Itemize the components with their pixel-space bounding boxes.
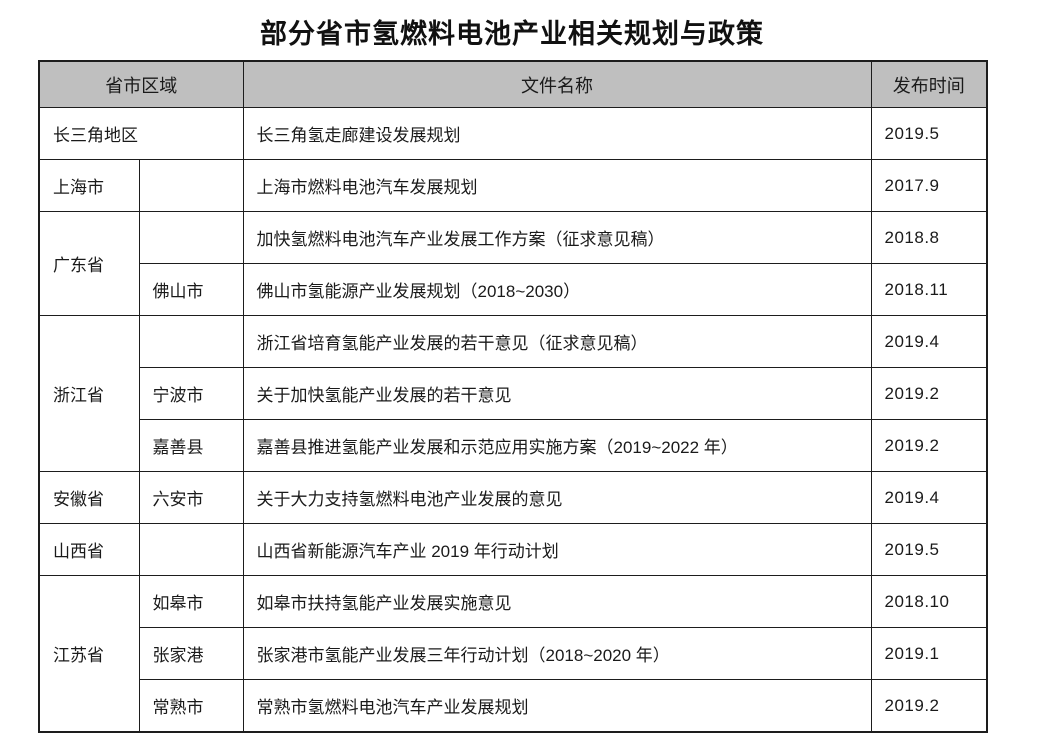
cell-city xyxy=(138,315,244,368)
cell-document: 上海市燃料电池汽车发展规划 xyxy=(242,159,872,212)
cell-province: 上海市 xyxy=(38,159,140,212)
cell-province: 安徽省 xyxy=(38,471,140,524)
header-date: 发布时间 xyxy=(870,60,988,108)
cell-date: 2019.2 xyxy=(870,367,988,420)
cell-date: 2017.9 xyxy=(870,159,988,212)
cell-document: 关于加快氢能产业发展的若干意见 xyxy=(242,367,872,420)
cell-region: 长三角地区 xyxy=(38,107,244,160)
cell-city: 常熟市 xyxy=(138,679,244,733)
cell-city: 宁波市 xyxy=(138,367,244,420)
table-row: 江苏省 如皋市 如皋市扶持氢能产业发展实施意见 2018.10 xyxy=(38,575,988,733)
table-row: 常熟市 常熟市氢燃料电池汽车产业发展规划 2019.2 xyxy=(39,679,988,733)
header-document: 文件名称 xyxy=(242,60,872,108)
cell-city: 张家港 xyxy=(138,627,244,680)
table-row: 张家港 张家港市氢能产业发展三年行动计划（2018~2020 年） 2019.1 xyxy=(39,627,988,680)
cell-city: 六安市 xyxy=(138,471,244,524)
table-row: 佛山市 佛山市氢能源产业发展规划（2018~2030） 2018.11 xyxy=(39,263,988,316)
cell-date: 2018.10 xyxy=(870,575,988,628)
cell-province: 浙江省 xyxy=(38,315,140,472)
cell-city: 佛山市 xyxy=(138,263,244,316)
cell-date: 2019.2 xyxy=(870,679,988,733)
cell-date: 2019.5 xyxy=(870,523,988,576)
cell-document: 浙江省培育氢能产业发展的若干意见（征求意见稿） xyxy=(242,315,872,368)
header-region: 省市区域 xyxy=(38,60,244,108)
cell-document: 常熟市氢燃料电池汽车产业发展规划 xyxy=(242,679,872,733)
cell-document: 山西省新能源汽车产业 2019 年行动计划 xyxy=(242,523,872,576)
cell-document: 嘉善县推进氢能产业发展和示范应用实施方案（2019~2022 年） xyxy=(242,419,872,472)
page-title: 部分省市氢燃料电池产业相关规划与政策 xyxy=(260,19,764,49)
cell-city xyxy=(138,159,244,212)
cell-city: 如皋市 xyxy=(138,575,244,628)
cell-province: 广东省 xyxy=(38,211,140,316)
cell-province: 山西省 xyxy=(38,523,140,576)
cell-city xyxy=(138,523,244,576)
table-row: 安徽省 六安市 关于大力支持氢燃料电池产业发展的意见 2019.4 xyxy=(38,471,988,524)
cell-document: 如皋市扶持氢能产业发展实施意见 xyxy=(242,575,872,628)
table-row: 上海市 上海市燃料电池汽车发展规划 2017.9 xyxy=(38,159,988,212)
table-row: 长三角地区 长三角氢走廊建设发展规划 2019.5 xyxy=(38,107,988,160)
table-row: 山西省 山西省新能源汽车产业 2019 年行动计划 2019.5 xyxy=(38,523,988,576)
cell-city xyxy=(138,211,244,264)
cell-date: 2019.4 xyxy=(870,315,988,368)
cell-date: 2019.2 xyxy=(870,419,988,472)
policy-table: 省市区域 文件名称 发布时间 长三角地区 长三角氢走廊建设发展规划 2019.5… xyxy=(38,60,988,733)
cell-date: 2019.4 xyxy=(870,471,988,524)
cell-date: 2018.8 xyxy=(870,211,988,264)
cell-province: 江苏省 xyxy=(38,575,140,733)
cell-date: 2019.5 xyxy=(870,107,988,160)
table-row: 广东省 加快氢燃料电池汽车产业发展工作方案（征求意见稿） 2018.8 xyxy=(38,211,988,316)
table-row: 嘉善县 嘉善县推进氢能产业发展和示范应用实施方案（2019~2022 年） 20… xyxy=(39,419,988,472)
cell-document: 关于大力支持氢燃料电池产业发展的意见 xyxy=(242,471,872,524)
cell-date: 2018.11 xyxy=(870,263,988,316)
header-row: 省市区域 文件名称 发布时间 xyxy=(38,60,988,108)
table-row: 浙江省 浙江省培育氢能产业发展的若干意见（征求意见稿） 2019.4 xyxy=(38,315,988,472)
cell-city: 嘉善县 xyxy=(138,419,244,472)
cell-document: 加快氢燃料电池汽车产业发展工作方案（征求意见稿） xyxy=(242,211,872,264)
cell-document: 长三角氢走廊建设发展规划 xyxy=(242,107,872,160)
table-row: 宁波市 关于加快氢能产业发展的若干意见 2019.2 xyxy=(39,367,988,420)
cell-document: 张家港市氢能产业发展三年行动计划（2018~2020 年） xyxy=(242,627,872,680)
cell-document: 佛山市氢能源产业发展规划（2018~2030） xyxy=(242,263,872,316)
cell-date: 2019.1 xyxy=(870,627,988,680)
